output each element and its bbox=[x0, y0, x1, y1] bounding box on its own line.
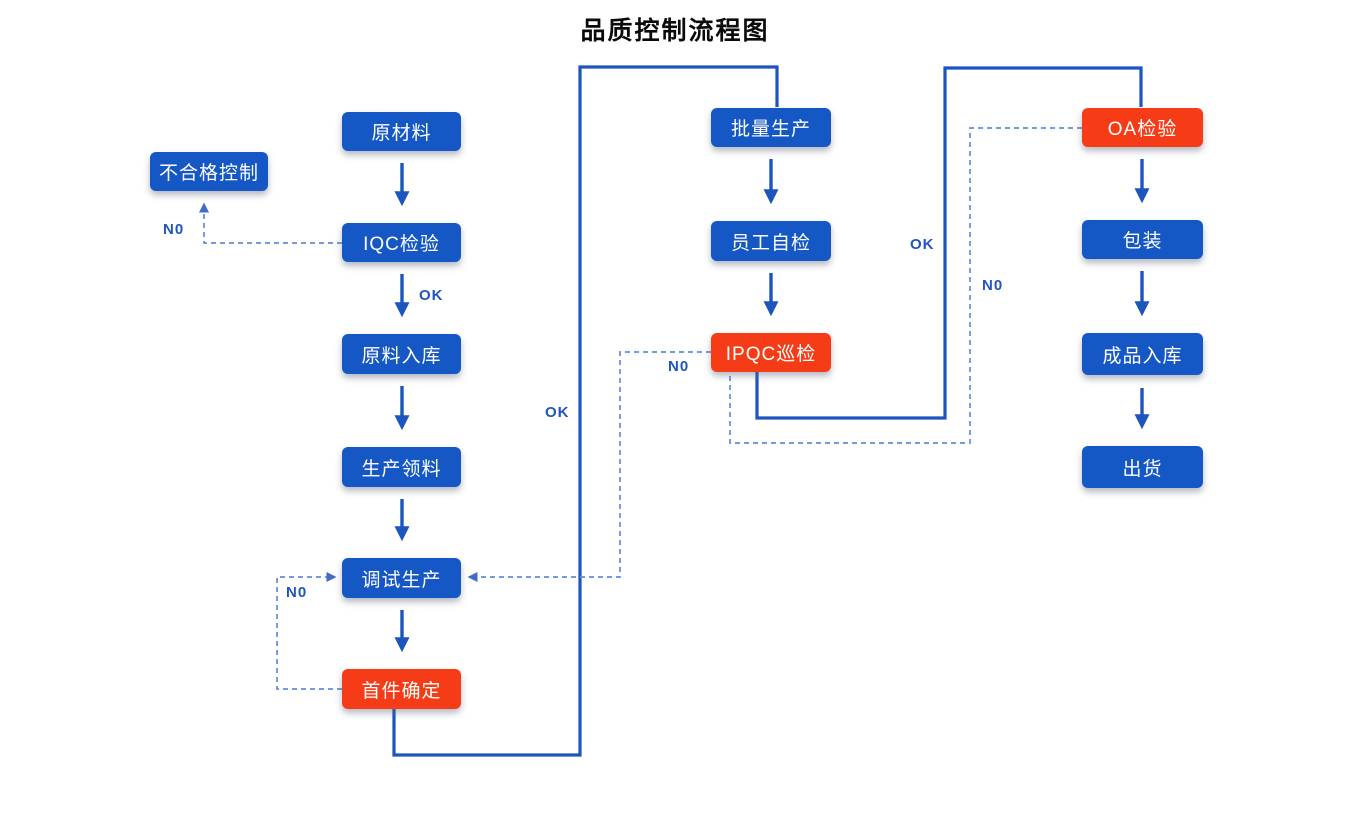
node-material-storage: 原料入库 bbox=[342, 334, 461, 374]
edge-ipqc-ok-to-oa bbox=[755, 66, 1143, 420]
node-iqc-inspection: IQC检验 bbox=[342, 223, 461, 262]
node-finished-goods-storage: 成品入库 bbox=[1082, 333, 1203, 375]
node-raw-material: 原材料 bbox=[342, 112, 461, 151]
edge-first-article-to-batch bbox=[392, 65, 779, 757]
edge-label-ipqc-no: N0 bbox=[668, 358, 690, 375]
feedback-lines bbox=[199, 127, 1082, 690]
routing-lines bbox=[392, 65, 1143, 757]
edge-label-ipqc-ok: OK bbox=[910, 236, 935, 253]
edge-label-oa-no: N0 bbox=[982, 277, 1004, 294]
edge-first-article-no-to-trial bbox=[276, 572, 342, 690]
edge-oa-no-to-ipqc bbox=[729, 127, 1082, 444]
page-title: 品质控制流程图 bbox=[580, 18, 770, 45]
node-shipment: 出货 bbox=[1082, 446, 1203, 488]
node-trial-production: 调试生产 bbox=[342, 558, 461, 598]
edge-label-first-article-ok: OK bbox=[545, 404, 570, 421]
node-first-article-confirmation: 首件确定 bbox=[342, 669, 461, 709]
edge-ipqc-no-to-trial bbox=[467, 351, 711, 582]
step-arrows bbox=[394, 159, 1150, 653]
node-ipqc-patrol: IPQC巡检 bbox=[711, 333, 831, 372]
node-batch-production: 批量生产 bbox=[711, 108, 831, 147]
edge-label-first-article-no: N0 bbox=[286, 584, 308, 601]
node-nonconforming-control: 不合格控制 bbox=[150, 152, 268, 191]
edge-iqc-no-to-nonconforming bbox=[199, 202, 342, 244]
node-employee-self-check: 员工自检 bbox=[711, 221, 831, 261]
node-oa-inspection: OA检验 bbox=[1082, 108, 1203, 147]
node-packaging: 包装 bbox=[1082, 220, 1203, 259]
node-production-picking: 生产领料 bbox=[342, 447, 461, 487]
edge-label-iqc-no: N0 bbox=[163, 221, 185, 238]
edge-label-iqc-ok: OK bbox=[419, 287, 444, 304]
